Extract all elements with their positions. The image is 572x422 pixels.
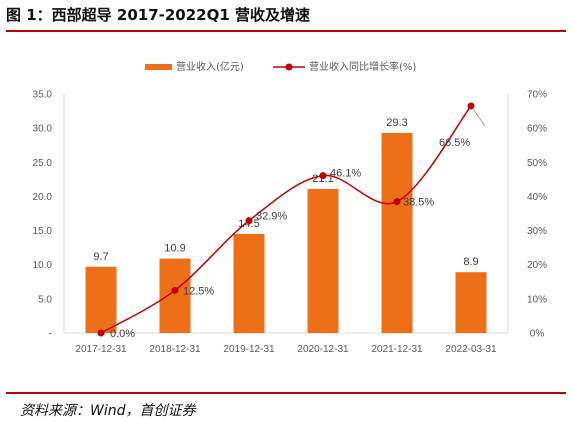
legend-bar-swatch (145, 64, 172, 70)
x-tick-label: 2021-12-31 (371, 344, 423, 355)
bottom-divider (6, 392, 566, 394)
y-left-tick-label: 5.0 (38, 294, 52, 305)
x-tick-label: 2017-12-31 (75, 344, 127, 355)
y-left-tick-label: 30.0 (33, 124, 53, 135)
line-data-label: 38.5% (403, 197, 434, 209)
bar (455, 272, 487, 333)
growth-rate-point (97, 329, 105, 337)
x-tick-label: 2019-12-31 (223, 344, 275, 355)
bar (233, 233, 265, 333)
y-right-tick-label: 50% (527, 158, 547, 169)
bar-data-label: 8.9 (463, 256, 478, 268)
legend-line-marker (285, 63, 293, 71)
source-note: 资料来源：Wind，首创证券 (20, 403, 196, 419)
legend-line-label: 营业收入同比增长率(%) (309, 60, 416, 73)
y-left-tick-label: - (49, 329, 52, 340)
x-tick-label: 2018-12-31 (149, 344, 201, 355)
y-right-tick-label: 30% (527, 226, 547, 237)
x-tick-label: 2022-03-31 (445, 344, 497, 355)
y-right-tick-label: 70% (527, 90, 547, 101)
line-data-label: 46.1% (330, 168, 361, 180)
data-label-leader-line (472, 108, 486, 127)
figure-title: 图 1：西部超导 2017-2022Q1 营收及增速 (6, 6, 311, 24)
growth-rate-point (245, 217, 253, 225)
growth-rate-point (467, 102, 475, 110)
bar-data-label: 29.3 (386, 117, 407, 129)
bar (307, 188, 339, 333)
y-right-tick-label: 40% (527, 192, 547, 203)
y-left-tick-label: 35.0 (33, 90, 53, 101)
bar-data-label: 9.7 (93, 251, 108, 263)
y-right-tick-label: 60% (527, 124, 547, 135)
growth-rate-point (393, 198, 401, 206)
line-data-label: 0.0% (110, 328, 135, 340)
bar (85, 266, 117, 333)
bar (159, 258, 191, 333)
line-data-label: 12.5% (183, 285, 214, 297)
y-left-tick-label: 15.0 (33, 226, 53, 237)
growth-rate-point (319, 172, 327, 180)
line-data-label: 32.9% (256, 211, 287, 223)
x-tick-label: 2020-12-31 (297, 344, 349, 355)
y-right-tick-label: 10% (527, 294, 547, 305)
legend-bar-label: 营业收入(亿元) (176, 60, 244, 73)
y-left-tick-label: 10.0 (33, 260, 53, 271)
line-data-label: 66.5% (439, 137, 470, 149)
chart: - 5.0 10.0 15.0 20.0 25.0 30.0 35.0 0% 10% 20% 30% 4… (33, 60, 548, 355)
y-left-tick-label: 20.0 (33, 192, 53, 203)
y-right-tick-label: 20% (527, 260, 547, 271)
y-left-tick-label: 25.0 (33, 158, 53, 169)
y-right-tick-label: 0% (530, 329, 545, 340)
top-divider (6, 30, 566, 32)
bar (381, 132, 413, 333)
bar-data-label: 10.9 (164, 243, 185, 255)
growth-rate-line (100, 105, 472, 334)
growth-rate-point (171, 286, 179, 294)
